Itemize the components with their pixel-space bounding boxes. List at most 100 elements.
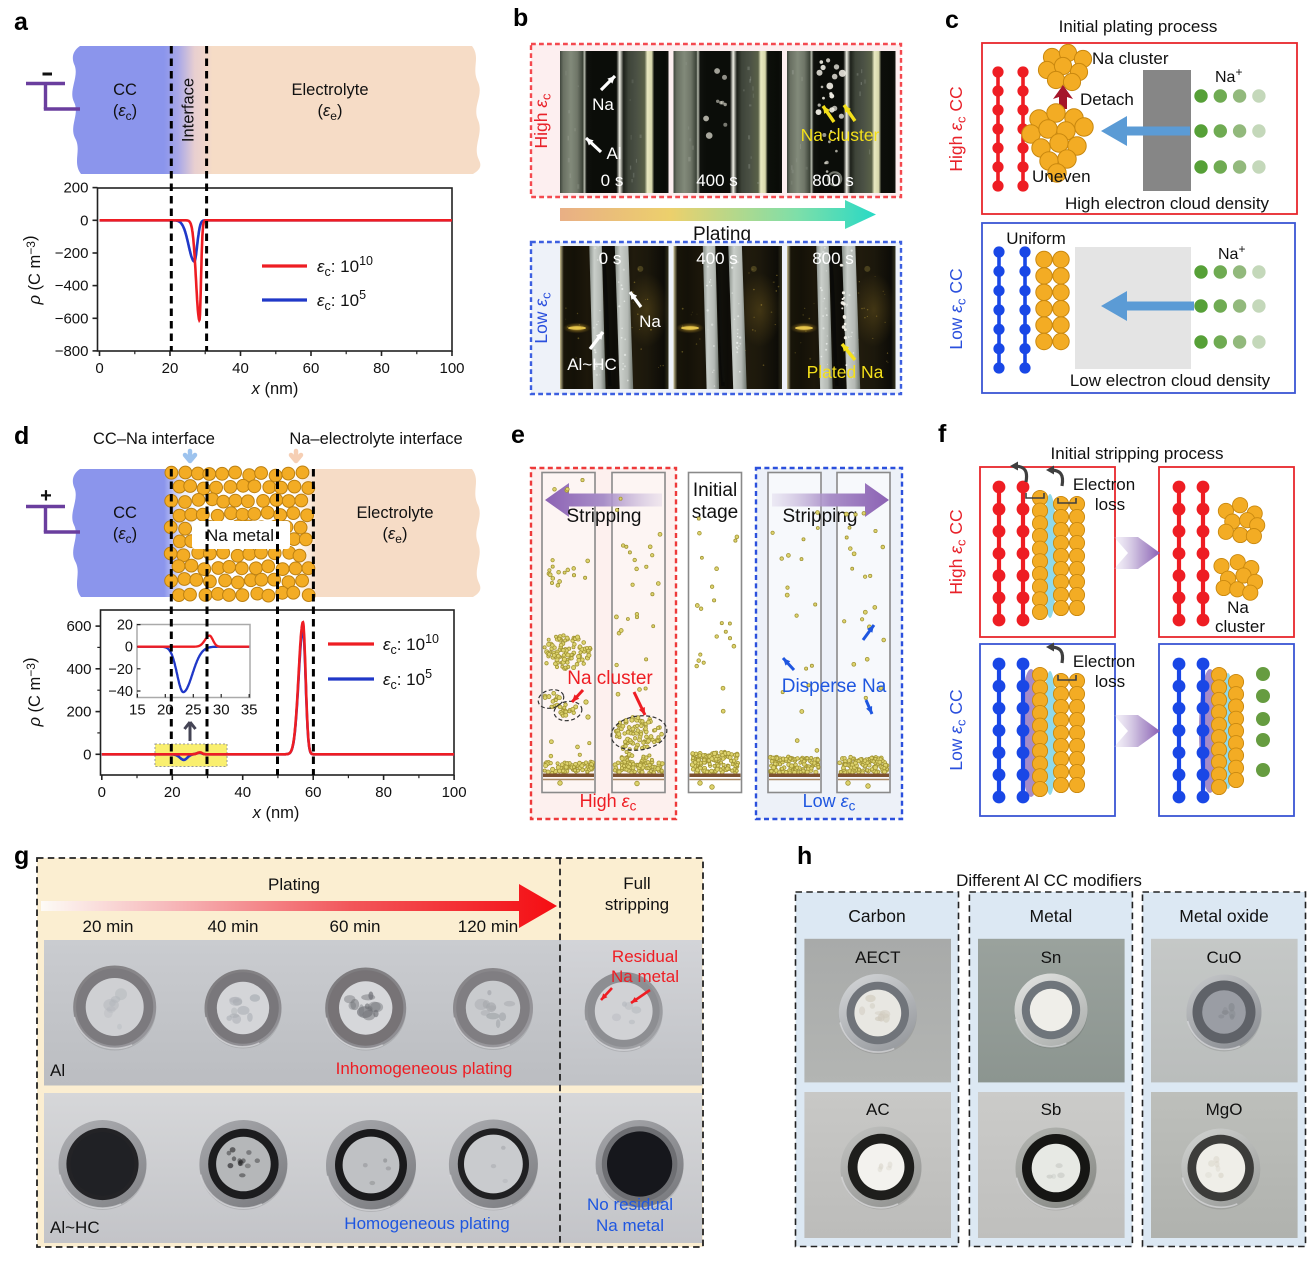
svg-text:Sn: Sn xyxy=(1041,948,1062,967)
svg-text:Detach: Detach xyxy=(1080,90,1134,109)
svg-text:(εe): (εe) xyxy=(383,525,408,546)
svg-text:100: 100 xyxy=(439,360,464,377)
svg-text:loss: loss xyxy=(1095,495,1125,514)
svg-text:Disperse Na: Disperse Na xyxy=(782,676,887,697)
svg-text:Inhomogeneous plating: Inhomogeneous plating xyxy=(336,1059,513,1078)
svg-text:High εc CC: High εc CC xyxy=(946,509,969,594)
svg-text:MgO: MgO xyxy=(1206,1100,1243,1119)
svg-text:(εc): (εc) xyxy=(113,525,137,546)
svg-text:AC: AC xyxy=(866,1100,890,1119)
svg-text:800 s: 800 s xyxy=(812,249,854,268)
svg-text:0: 0 xyxy=(95,360,103,377)
svg-text:Electron: Electron xyxy=(1073,475,1135,494)
svg-text:0: 0 xyxy=(80,212,88,229)
svg-text:Plated Na: Plated Na xyxy=(807,362,884,382)
svg-text:600: 600 xyxy=(66,618,91,635)
svg-text:loss: loss xyxy=(1095,672,1125,691)
svg-text:εc: 1010: εc: 1010 xyxy=(383,632,439,657)
svg-text:60 min: 60 min xyxy=(329,917,380,936)
svg-text:Electron: Electron xyxy=(1073,652,1135,671)
svg-text:400 s: 400 s xyxy=(696,171,738,190)
svg-text:Uneven: Uneven xyxy=(1032,167,1091,186)
svg-text:a: a xyxy=(14,8,29,36)
svg-text:e: e xyxy=(511,421,525,449)
svg-text:−40: −40 xyxy=(108,684,133,700)
svg-text:Initial stripping process: Initial stripping process xyxy=(1051,444,1224,463)
svg-text:AECT: AECT xyxy=(855,948,900,967)
svg-text:100: 100 xyxy=(442,784,467,801)
svg-text:Initial: Initial xyxy=(693,480,737,501)
svg-text:High εc CC: High εc CC xyxy=(946,86,969,171)
svg-text:20: 20 xyxy=(164,784,181,801)
svg-text:Metal oxide: Metal oxide xyxy=(1179,906,1269,926)
svg-text:−200: −200 xyxy=(55,245,89,262)
svg-text:0: 0 xyxy=(125,640,133,656)
svg-text:80: 80 xyxy=(373,360,390,377)
svg-text:High εc: High εc xyxy=(580,791,637,814)
svg-text:Na metal: Na metal xyxy=(596,1216,664,1235)
svg-text:20: 20 xyxy=(162,360,179,377)
svg-text:Na: Na xyxy=(639,312,661,331)
svg-text:CC: CC xyxy=(113,81,137,99)
svg-text:25: 25 xyxy=(185,702,202,719)
svg-text:15: 15 xyxy=(129,702,146,719)
svg-text:Plating: Plating xyxy=(693,224,751,245)
svg-text:−600: −600 xyxy=(55,310,89,327)
svg-text:εc: 105: εc: 105 xyxy=(317,288,366,313)
svg-text:200: 200 xyxy=(66,704,91,721)
svg-text:40: 40 xyxy=(232,360,249,377)
svg-text:Stripping: Stripping xyxy=(567,506,642,527)
svg-text:Stripping: Stripping xyxy=(783,506,858,527)
svg-text:Na metal: Na metal xyxy=(611,967,679,986)
svg-text:Al: Al xyxy=(50,1061,65,1080)
svg-text:h: h xyxy=(797,842,812,870)
svg-text:20: 20 xyxy=(117,618,133,634)
svg-text:0 s: 0 s xyxy=(599,249,622,268)
svg-text:Full: Full xyxy=(623,874,650,893)
svg-text:Low εc: Low εc xyxy=(531,292,554,344)
svg-text:Plating: Plating xyxy=(268,875,320,894)
svg-text:f: f xyxy=(938,420,947,448)
svg-text:Homogeneous plating: Homogeneous plating xyxy=(344,1214,509,1233)
svg-text:stripping: stripping xyxy=(605,895,669,914)
svg-text:CuO: CuO xyxy=(1207,948,1242,967)
svg-text:High electron cloud density: High electron cloud density xyxy=(1065,194,1270,213)
svg-text:x (nm): x (nm) xyxy=(251,380,299,398)
svg-text:0 s: 0 s xyxy=(601,171,624,190)
svg-text:Na cluster: Na cluster xyxy=(801,125,880,145)
svg-text:800 s: 800 s xyxy=(812,171,854,190)
svg-text:Interface: Interface xyxy=(180,78,198,142)
svg-text:400 s: 400 s xyxy=(696,249,738,268)
svg-text:Sb: Sb xyxy=(1041,1100,1062,1119)
svg-text:−800: −800 xyxy=(55,343,89,360)
svg-text:35: 35 xyxy=(241,702,258,719)
svg-text:60: 60 xyxy=(305,784,322,801)
svg-text:Metal: Metal xyxy=(1030,906,1073,926)
svg-text:0: 0 xyxy=(98,784,106,801)
svg-text:Low electron cloud density: Low electron cloud density xyxy=(1070,371,1271,390)
svg-text:εc: 105: εc: 105 xyxy=(383,667,432,692)
svg-text:Na: Na xyxy=(1227,598,1249,617)
svg-text:Al: Al xyxy=(606,144,621,163)
svg-text:No residual: No residual xyxy=(587,1195,673,1214)
svg-text:Uniform: Uniform xyxy=(1006,229,1066,248)
svg-text:Na cluster: Na cluster xyxy=(1092,49,1169,68)
svg-text:30: 30 xyxy=(213,702,230,719)
svg-text:High εc: High εc xyxy=(531,93,554,149)
svg-text:Residual: Residual xyxy=(612,947,678,966)
svg-text:Initial plating process: Initial plating process xyxy=(1059,17,1218,36)
svg-text:Electrolyte: Electrolyte xyxy=(291,81,368,99)
svg-text:CC–Na interface: CC–Na interface xyxy=(93,430,215,448)
svg-text:40 min: 40 min xyxy=(207,917,258,936)
svg-text:200: 200 xyxy=(63,180,88,197)
svg-text:400: 400 xyxy=(66,661,91,678)
svg-text:−20: −20 xyxy=(108,662,133,678)
svg-text:b: b xyxy=(513,4,528,32)
svg-text:c: c xyxy=(945,6,959,34)
svg-text:Na–electrolyte interface: Na–electrolyte interface xyxy=(289,430,462,448)
svg-text:cluster: cluster xyxy=(1215,617,1265,636)
svg-text:Low εc CC: Low εc CC xyxy=(946,689,969,770)
svg-text:−400: −400 xyxy=(55,278,89,295)
svg-text:Al~HC: Al~HC xyxy=(567,355,617,374)
svg-text:40: 40 xyxy=(234,784,251,801)
